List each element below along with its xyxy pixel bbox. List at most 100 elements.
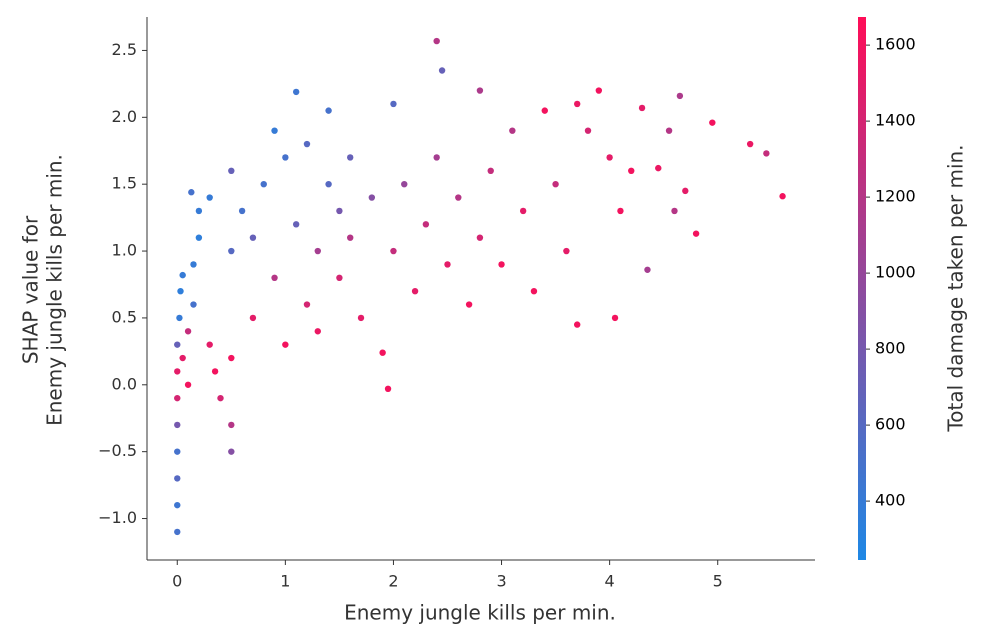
colorbar-tick-label: 1000 [875, 263, 916, 282]
point [665, 127, 673, 134]
y-tick-label: 2.0 [112, 107, 137, 126]
point [438, 67, 446, 74]
point [325, 107, 332, 114]
point [498, 261, 505, 268]
point [347, 154, 354, 161]
point [336, 207, 343, 215]
point [763, 150, 770, 157]
point [444, 261, 451, 268]
point [184, 381, 192, 388]
point [433, 37, 440, 45]
point [271, 274, 278, 282]
point [779, 193, 786, 200]
point [746, 140, 754, 148]
point [487, 167, 494, 175]
point [465, 301, 473, 308]
colorbar-tick-label: 800 [875, 339, 906, 358]
y-tick-label: −1.0 [98, 508, 137, 527]
point [644, 266, 651, 273]
point [176, 314, 183, 322]
point [682, 187, 689, 195]
point [174, 475, 181, 482]
point [174, 501, 181, 509]
point [282, 341, 289, 348]
point [174, 528, 181, 536]
point [292, 88, 300, 96]
point [433, 154, 440, 161]
colorbar-tick-label: 400 [875, 491, 906, 510]
point [455, 194, 462, 201]
point [541, 107, 548, 114]
point [422, 221, 430, 228]
y-tick-label: 1.0 [112, 241, 137, 260]
point [530, 287, 538, 295]
colorbar-tick-label: 1200 [875, 187, 916, 206]
point [303, 140, 311, 148]
point [390, 247, 397, 255]
point [552, 180, 559, 188]
point [211, 368, 219, 375]
point [303, 301, 311, 308]
point [671, 207, 678, 215]
point [606, 154, 613, 161]
x-tick-label: 2 [388, 572, 398, 591]
point [709, 119, 716, 126]
point [190, 301, 197, 308]
point [584, 127, 592, 134]
point [195, 207, 203, 215]
point [411, 287, 419, 295]
point [260, 180, 267, 188]
point [357, 314, 365, 322]
x-tick-label: 3 [496, 572, 506, 591]
y-axis-label: SHAP value for [19, 215, 43, 364]
point [692, 230, 700, 237]
point [347, 234, 354, 241]
point [249, 314, 257, 322]
point [611, 314, 619, 322]
point [177, 287, 184, 295]
point [188, 189, 195, 196]
point [282, 154, 289, 161]
point [206, 194, 213, 201]
point [574, 100, 581, 108]
point [249, 234, 257, 241]
colorbar-tick-label: 600 [875, 415, 906, 434]
point [228, 247, 235, 255]
colorbar [858, 17, 866, 560]
point [563, 247, 570, 255]
point [174, 341, 181, 348]
colorbar-tick-label: 1600 [875, 35, 916, 54]
point [509, 127, 516, 134]
point [206, 341, 213, 348]
point [314, 247, 321, 255]
point [174, 421, 181, 429]
point [228, 354, 235, 362]
x-tick-label: 4 [605, 572, 615, 591]
point [179, 271, 186, 279]
point [574, 321, 581, 328]
point [195, 234, 203, 241]
point [638, 104, 646, 112]
point [336, 274, 343, 282]
point [390, 100, 397, 108]
point [519, 207, 527, 215]
point [292, 221, 300, 228]
y-tick-label: 1.5 [112, 174, 137, 193]
point [174, 394, 181, 402]
point [325, 180, 332, 188]
point [179, 354, 186, 362]
y-tick-label: 0.0 [112, 374, 137, 393]
point [228, 421, 235, 429]
colorbar-tick-label: 1400 [875, 111, 916, 130]
point [476, 87, 484, 94]
x-tick-label: 0 [172, 572, 182, 591]
point [368, 194, 376, 201]
point [676, 92, 684, 100]
y-axis-label: Enemy jungle kills per min. [43, 154, 67, 426]
y-tick-label: 0.5 [112, 307, 137, 326]
point [617, 207, 624, 215]
point [655, 164, 662, 172]
point [228, 448, 235, 455]
point [184, 328, 192, 335]
